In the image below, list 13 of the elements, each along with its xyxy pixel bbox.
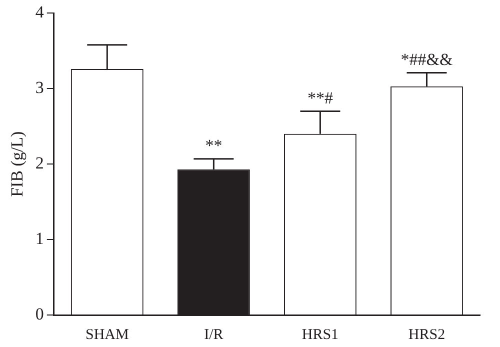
annotation: **# xyxy=(307,88,334,108)
y-tick-label: 3 xyxy=(35,78,44,98)
x-tick-label: HRS1 xyxy=(302,326,339,343)
x-tick-label: SHAM xyxy=(85,326,129,343)
y-axis-title: FIB (g/L) xyxy=(8,131,27,197)
annotation: ** xyxy=(205,136,222,155)
y-tick-label: 1 xyxy=(35,229,44,248)
annotation: *##&& xyxy=(400,50,453,69)
x-tick-label: HRS2 xyxy=(408,326,446,343)
x-tick-label: I/R xyxy=(204,326,224,343)
y-tick-label: 4 xyxy=(35,2,44,22)
y-tick-label: 0 xyxy=(35,304,44,324)
y-tick-label: 2 xyxy=(35,154,44,173)
